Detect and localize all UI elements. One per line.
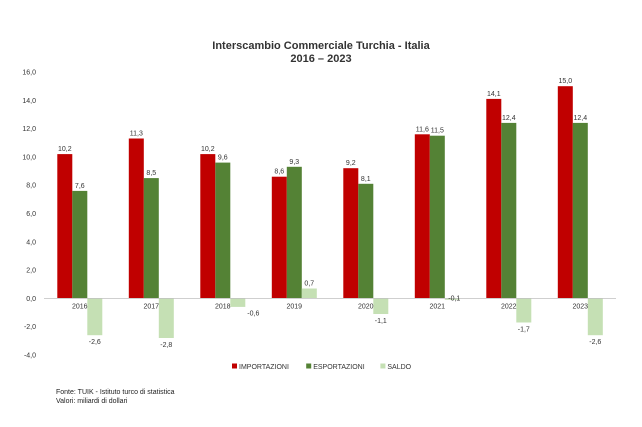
data-label-saldo-2020: -1,1 — [375, 318, 387, 325]
data-label-importazioni-2021: 11,6 — [416, 126, 429, 133]
category-label-2020: 2020 — [358, 303, 374, 310]
source-note: Fonte: TUIK - Istituto turco di statisti… — [56, 389, 175, 396]
data-label-importazioni-2020: 9,2 — [346, 160, 356, 167]
data-label-importazioni-2018: 10,2 — [201, 146, 215, 153]
y-tick-label: 14,0 — [22, 98, 36, 105]
data-label-esportazioni-2018: 9,6 — [218, 155, 228, 162]
y-tick-label: -2,0 — [24, 324, 36, 331]
category-label-2016: 2016 — [72, 303, 88, 310]
bar-saldo-2020 — [373, 298, 389, 314]
data-label-saldo-2023: -2,6 — [589, 339, 601, 346]
bar-saldo-2022 — [516, 298, 532, 323]
data-label-esportazioni-2022: 12,4 — [502, 115, 516, 122]
bar-importazioni-2022 — [486, 98, 502, 299]
legend-swatch-esportazioni — [306, 363, 312, 369]
y-tick-label: 0,0 — [26, 296, 36, 303]
category-labels: 2016 2017 2018 2019 2020 2021 2022 2023 — [72, 303, 588, 310]
chart-title: Interscambio Commerciale Turchia - Itali… — [212, 40, 430, 52]
bar-saldo-2016 — [87, 298, 103, 336]
bar-esportazioni-2016 — [72, 190, 88, 299]
bar-esportazioni-2018 — [215, 162, 231, 299]
y-axis: -4,0 -2,0 0,0 2,0 4,0 6,0 8,0 10,0 12,0 14,0 16,0 — [22, 70, 36, 360]
data-label-saldo-2018: -0,6 — [247, 310, 259, 317]
y-tick-label: 2,0 — [26, 268, 36, 275]
bar-esportazioni-2023 — [572, 122, 588, 299]
bar-importazioni-2017 — [128, 138, 144, 299]
bar-esportazioni-2022 — [501, 122, 517, 299]
y-tick-label: 4,0 — [26, 239, 36, 246]
bar-esportazioni-2021 — [429, 135, 445, 299]
bar-esportazioni-2019 — [286, 166, 302, 299]
bars-group — [57, 86, 603, 338]
category-label-2023: 2023 — [573, 303, 589, 310]
data-label-importazioni-2022: 14,1 — [487, 91, 501, 98]
data-label-saldo-2021: -0,1 — [448, 295, 460, 302]
data-label-saldo-2017: -2,8 — [160, 342, 172, 349]
data-label-esportazioni-2021: 11,5 — [431, 128, 444, 135]
y-tick-label: 10,0 — [22, 154, 36, 161]
legend-label-saldo: SALDO — [387, 364, 411, 371]
y-tick-label: -4,0 — [24, 353, 36, 360]
category-label-2022: 2022 — [501, 303, 517, 310]
bar-importazioni-2018 — [200, 154, 216, 299]
legend-label-esportazioni: ESPORTAZIONI — [313, 364, 365, 371]
bar-saldo-2017 — [158, 298, 174, 338]
legend-swatch-importazioni — [232, 363, 237, 369]
y-tick-label: 8,0 — [26, 183, 36, 190]
bar-importazioni-2023 — [557, 86, 573, 299]
bar-importazioni-2021 — [414, 134, 430, 299]
category-label-2017: 2017 — [144, 303, 160, 310]
legend: IMPORTAZIONI ESPORTAZIONI SALDO — [232, 363, 412, 371]
y-tick-label: 12,0 — [22, 126, 36, 133]
bar-importazioni-2020 — [343, 168, 359, 299]
category-label-2021: 2021 — [430, 303, 446, 310]
data-label-esportazioni-2020: 8,1 — [361, 176, 371, 183]
data-label-esportazioni-2017: 8,5 — [146, 170, 156, 177]
unit-note: Valori: miliardi di dollari — [56, 398, 128, 405]
bar-esportazioni-2017 — [143, 178, 159, 299]
bar-importazioni-2016 — [57, 154, 73, 299]
legend-swatch-saldo — [380, 363, 386, 369]
category-label-2018: 2018 — [215, 303, 231, 310]
bar-saldo-2018 — [230, 298, 246, 307]
data-label-importazioni-2019: 8,6 — [274, 169, 284, 176]
data-label-saldo-2016: -2,6 — [89, 339, 101, 346]
bar-saldo-2023 — [587, 298, 603, 336]
y-tick-label: 6,0 — [26, 211, 36, 218]
bar-importazioni-2019 — [271, 176, 287, 299]
chart-subtitle: 2016 – 2023 — [290, 53, 351, 65]
data-label-importazioni-2017: 11,3 — [130, 131, 143, 138]
data-label-esportazioni-2016: 7,6 — [75, 183, 85, 190]
bar-saldo-2021 — [444, 298, 460, 300]
y-tick-label: 16,0 — [22, 70, 36, 77]
data-label-saldo-2022: -1,7 — [518, 327, 530, 334]
legend-label-importazioni: IMPORTAZIONI — [239, 364, 289, 371]
data-labels: 10,27,6-2,611,38,5-2,810,29,6-0,68,69,30… — [58, 78, 601, 349]
data-label-importazioni-2023: 15,0 — [558, 78, 572, 85]
bar-saldo-2019 — [301, 288, 317, 299]
category-label-2019: 2019 — [287, 303, 303, 310]
data-label-importazioni-2016: 10,2 — [58, 146, 72, 153]
bar-esportazioni-2020 — [358, 183, 374, 299]
data-label-esportazioni-2023: 12,4 — [573, 115, 587, 122]
data-label-saldo-2019: 0,7 — [304, 281, 314, 288]
data-label-esportazioni-2019: 9,3 — [289, 159, 299, 166]
